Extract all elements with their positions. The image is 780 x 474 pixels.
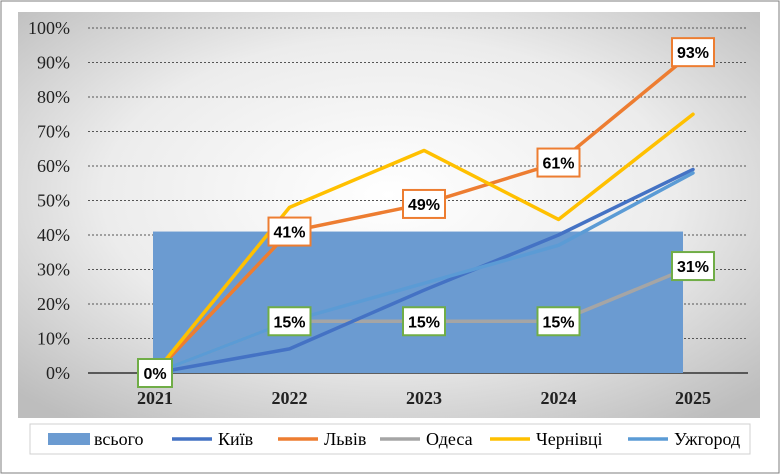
data-label-text: 15% [408, 314, 440, 331]
legend-swatch [48, 433, 90, 445]
data-label: 61% [536, 147, 581, 178]
data-label-text: 93% [677, 45, 709, 62]
x-tick-label: 2024 [541, 388, 577, 408]
data-label-text: 15% [542, 314, 574, 331]
y-tick-label: 30% [37, 260, 70, 280]
series-line-5 [153, 171, 695, 375]
data-label-text: 15% [273, 314, 305, 331]
y-axis-ticks: 0% 10% 20% 30% 40% 50% 60% 70% 80% 90% 100% [28, 18, 70, 383]
data-label-box [536, 147, 581, 178]
x-tick-label: 2022 [272, 388, 308, 408]
data-label-box [267, 216, 312, 247]
x-tick-label: 2021 [137, 388, 173, 408]
data-label: 15% [267, 306, 312, 337]
y-tick-label: 60% [37, 156, 70, 176]
data-label: 15% [536, 306, 581, 337]
legend-label: Ужгород [674, 429, 740, 449]
data-label-box [137, 358, 173, 388]
data-label: 31% [671, 251, 715, 282]
legend: всього Київ Львів Одеса Чернівці Ужгород [29, 423, 751, 455]
x-axis-ticks: 2021 2022 2023 2024 2025 [137, 388, 711, 408]
y-tick-label: 50% [37, 191, 70, 211]
y-tick-label: 0% [46, 363, 70, 383]
data-label-box [267, 306, 312, 337]
data-label-box [402, 306, 446, 337]
data-label-text: 0% [143, 366, 166, 383]
legend-label: Чернівці [536, 429, 602, 449]
data-labels: 0% 41% 49% 61% 93% 15% 15% 15% 31% [137, 37, 715, 388]
data-label: 41% [267, 216, 312, 247]
data-label: 0% [137, 358, 173, 388]
data-label-box [671, 37, 715, 68]
y-tick-label: 10% [37, 329, 70, 349]
area-series [153, 231, 683, 373]
data-label-box [671, 251, 715, 282]
x-tick-label: 2025 [675, 388, 711, 408]
series-line-1 [153, 167, 695, 375]
legend-item: Чернівці [490, 429, 602, 449]
legend-label: Київ [218, 429, 253, 449]
y-tick-label: 40% [37, 225, 70, 245]
area-vsoho [153, 231, 683, 373]
y-tick-label: 90% [37, 53, 70, 73]
data-label-text: 49% [408, 197, 440, 214]
legend-label: Львів [324, 429, 366, 449]
data-label-box [536, 306, 581, 337]
legend-label: всього [94, 429, 144, 449]
data-label-box [402, 188, 446, 219]
legend-item: Одеса [380, 429, 473, 449]
legend-label: Одеса [426, 429, 473, 449]
series-line-4 [153, 112, 695, 375]
data-label-text: 61% [542, 156, 574, 173]
legend-item: всього [48, 429, 144, 449]
y-tick-label: 70% [37, 122, 70, 142]
data-label: 93% [671, 37, 715, 68]
data-label: 15% [402, 306, 446, 337]
legend-item: Київ [172, 429, 253, 449]
data-label: 49% [402, 188, 446, 219]
y-tick-label: 80% [37, 87, 70, 107]
y-tick-label: 100% [28, 18, 70, 38]
legend-item: Ужгород [628, 429, 740, 449]
x-tick-label: 2023 [406, 388, 442, 408]
legend-item: Львів [278, 429, 366, 449]
data-label-text: 41% [273, 225, 305, 242]
y-tick-label: 20% [37, 294, 70, 314]
data-label-text: 31% [677, 259, 709, 276]
